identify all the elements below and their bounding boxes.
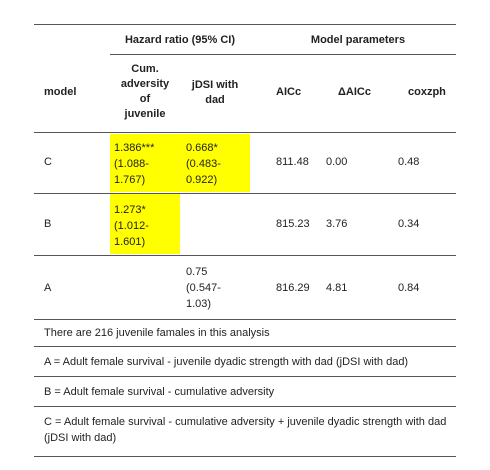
row-a-model: A — [44, 282, 52, 294]
rule-bottom — [34, 456, 456, 457]
rule-top — [34, 24, 456, 25]
note-model-b: B = Adult female survival - cumulative a… — [44, 386, 275, 398]
col-header-daicc: ΔAICc — [338, 86, 371, 98]
rule-note-3 — [34, 406, 456, 407]
row-b-model: B — [44, 218, 52, 230]
row-b-aicc: 815.23 — [276, 218, 310, 230]
row-b-daicc: 3.76 — [326, 218, 348, 230]
row-a-jdsi: 0.75 (0.547- 1.03) — [186, 266, 221, 310]
row-c-coxzph: 0.48 — [398, 156, 420, 168]
highlight-b-cum — [110, 194, 180, 254]
col-header-jdsi: jDSI with dad — [191, 79, 239, 106]
rule-header — [34, 132, 456, 133]
rule-note-1 — [34, 346, 456, 347]
group-header-hazard: Hazard ratio (95% CI) — [124, 34, 236, 46]
note-model-c: C = Adult female survival - cumulative a… — [44, 416, 447, 444]
rule-group — [110, 54, 456, 55]
row-c-daicc: 0.00 — [326, 156, 348, 168]
row-c-aicc: 811.48 — [276, 156, 309, 168]
note-sample-size: There are 216 juvenile famales in this a… — [44, 327, 270, 339]
row-c-model: C — [44, 156, 52, 168]
row-b-coxzph: 0.34 — [398, 218, 420, 230]
row-c-cum: 1.386*** (1.088- 1.767) — [114, 142, 155, 186]
group-header-model: Model parameters — [310, 34, 406, 46]
note-model-a: A = Adult female survival - juvenile dya… — [44, 356, 409, 368]
rule-row-c — [34, 193, 456, 194]
row-a-aicc: 816.29 — [276, 282, 310, 294]
col-header-coxzph: coxzph — [408, 86, 446, 98]
col-header-cum: Cum. adversity of juvenile — [120, 63, 170, 120]
row-b-cum: 1.273* (1.012- 1.601) — [114, 204, 149, 248]
highlight-c-jdsi — [180, 134, 250, 192]
col-header-model: model — [44, 86, 77, 98]
row-a-daicc: 4.81 — [326, 282, 348, 294]
rule-note-2 — [34, 376, 456, 377]
rule-row-b — [34, 255, 456, 256]
highlight-c-cum — [110, 134, 180, 192]
row-a-coxzph: 0.84 — [398, 282, 420, 294]
row-c-jdsi: 0.668* (0.483- 0.922) — [186, 142, 221, 186]
col-header-aicc: AICc — [276, 86, 302, 98]
rule-row-a — [34, 319, 456, 320]
